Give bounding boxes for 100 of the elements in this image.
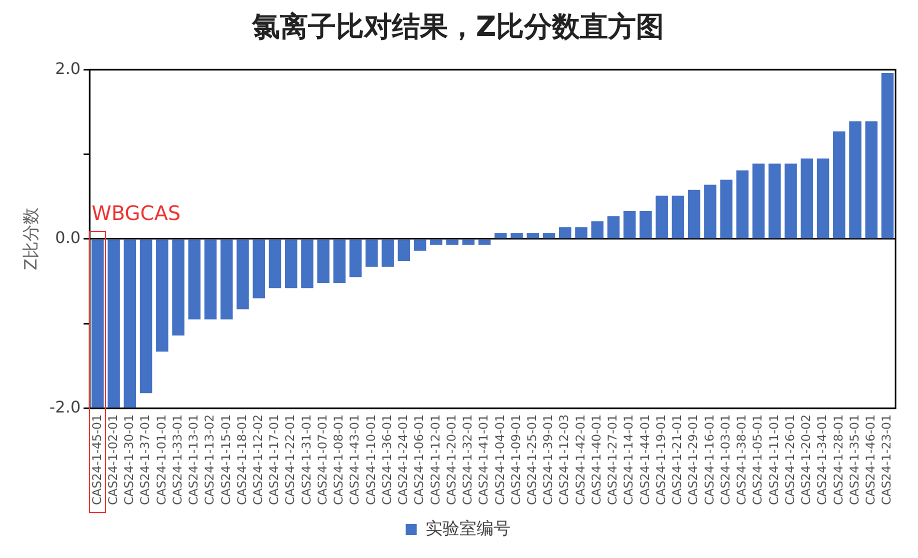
bar (752, 164, 765, 238)
x-tick-label: CAS24-1-01-01 (154, 414, 168, 505)
x-tick-label: CAS24-1-22-01 (283, 414, 298, 505)
x-tick-label: CAS24-1-14-01 (622, 414, 636, 505)
x-tick-label: CAS24-1-40-01 (589, 414, 604, 505)
bar (398, 240, 410, 261)
annotation: WBGCAS (92, 201, 181, 226)
x-tick-label: CAS24-1-08-01 (332, 414, 346, 505)
bar (768, 164, 781, 238)
x-tick-label: CAS24-1-13-02 (202, 414, 217, 505)
bar (704, 184, 716, 238)
y-tick-label: 2.0 (55, 58, 81, 78)
x-tick-label: CAS24-1-13-01 (186, 414, 201, 505)
x-tick-label: CAS24-1-16-01 (702, 414, 716, 505)
bar (542, 233, 556, 238)
x-tick-label: CAS24-1-18-01 (234, 414, 249, 505)
bar (108, 240, 120, 408)
x-tick-label: CAS24-1-12-01 (428, 414, 442, 505)
x-tick-label: CAS24-1-26-01 (782, 414, 797, 505)
bar (124, 240, 136, 408)
bar (800, 158, 814, 238)
x-tick-label: CAS24-1-03-01 (718, 414, 732, 505)
chart-title: 氯离子比对结果，Z比分数直方图 (250, 10, 664, 44)
bar (366, 240, 378, 267)
x-tick-label: CAS24-1-34-01 (815, 414, 830, 505)
x-tick-label: CAS24-1-04-01 (492, 414, 507, 505)
x-tick-label: CAS24-1-12-03 (557, 414, 572, 505)
bar (623, 211, 636, 238)
x-tick-label: CAS24-1-17-01 (267, 414, 282, 505)
x-tick-label: CAS24-1-07-01 (315, 414, 330, 505)
bar (236, 240, 249, 310)
bar (333, 240, 346, 284)
bar (268, 240, 282, 288)
bar (784, 164, 797, 238)
bar (92, 240, 104, 408)
bar (462, 240, 475, 245)
x-tick-label: CAS24-1-31-01 (299, 414, 314, 505)
bar (816, 158, 830, 238)
bar (140, 240, 152, 394)
x-tick-label: CAS24-1-15-01 (218, 414, 233, 505)
legend-label: 实验室编号 (425, 518, 510, 539)
bar (478, 240, 491, 245)
x-tick-label: CAS24-1-24-01 (396, 414, 410, 505)
bar (252, 240, 265, 298)
bar (494, 233, 507, 238)
x-tick-label: CAS24-1-29-01 (686, 414, 700, 505)
bar (575, 227, 588, 238)
bar (640, 211, 652, 238)
bar (672, 196, 684, 238)
x-tick-label: CAS24-1-38-01 (734, 414, 749, 505)
y-axis-title: Z比分数 (22, 208, 42, 270)
x-tick-label: CAS24-1-37-01 (138, 414, 152, 505)
bar (849, 121, 862, 238)
bar (317, 240, 330, 284)
x-tick-label: CAS24-1-06-01 (412, 414, 426, 505)
bar (688, 190, 700, 238)
x-tick-label: CAS24-1-11-01 (766, 414, 781, 505)
bar (656, 196, 668, 238)
x-tick-label: CAS24-1-30-01 (122, 414, 136, 505)
x-tick-label: CAS24-1-25-01 (525, 414, 540, 505)
bar (446, 240, 458, 245)
bar (220, 240, 233, 320)
x-tick-label: CAS24-1-12-02 (250, 414, 265, 505)
x-tick-label: CAS24-1-09-01 (508, 414, 523, 505)
x-tick-label: CAS24-1-20-02 (799, 414, 814, 505)
x-tick-label: CAS24-1-44-01 (638, 414, 652, 505)
x-tick-label: CAS24-1-32-01 (460, 414, 475, 505)
bar (591, 221, 604, 238)
x-tick-label: CAS24-1-35-01 (847, 414, 862, 505)
x-tick-label: CAS24-1-46-01 (864, 414, 878, 505)
x-tick-label: CAS24-1-28-01 (831, 414, 846, 505)
bar (526, 233, 540, 238)
bar (349, 240, 362, 278)
bar (301, 240, 314, 288)
bar (172, 240, 184, 336)
x-tick-label: CAS24-1-20-01 (444, 414, 458, 505)
bar (414, 240, 426, 251)
bar (156, 240, 168, 352)
x-tick-label: CAS24-1-02-01 (106, 414, 120, 505)
bar (865, 121, 878, 238)
x-tick-label: CAS24-1-36-01 (380, 414, 394, 505)
bar (204, 240, 217, 320)
bar (833, 131, 846, 238)
y-tick-label: -2.0 (49, 398, 81, 417)
bar (881, 72, 894, 238)
bar (382, 240, 394, 267)
bar (430, 240, 442, 245)
bar (720, 180, 732, 238)
x-tick-label: CAS24-1-33-01 (170, 414, 184, 505)
x-tick-label: CAS24-1-19-01 (654, 414, 668, 505)
x-tick-label: CAS24-1-10-01 (364, 414, 378, 505)
bar (188, 240, 201, 320)
bar (284, 240, 298, 288)
x-tick-label: CAS24-1-45-01 (90, 414, 104, 505)
x-tick-label: CAS24-1-05-01 (750, 414, 765, 505)
bar (607, 216, 620, 238)
x-tick-label: CAS24-1-23-01 (880, 414, 894, 505)
x-tick-label: CAS24-1-42-01 (573, 414, 588, 505)
bar (559, 227, 572, 238)
x-tick-label: CAS24-1-41-01 (476, 414, 491, 505)
